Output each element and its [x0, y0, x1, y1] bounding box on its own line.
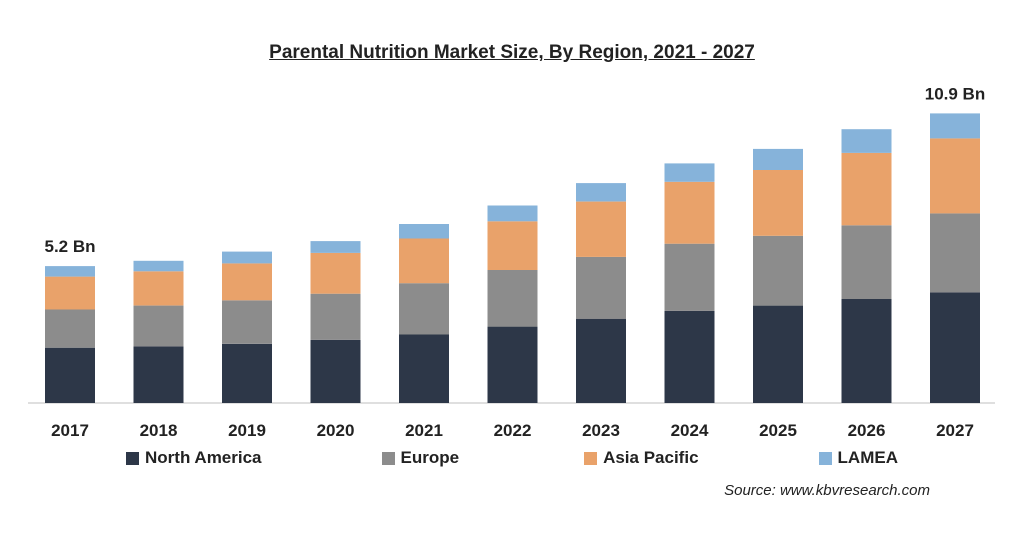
bar-segment-lamea-2025 — [753, 148, 803, 170]
bar-segment-north-america-2022 — [487, 326, 538, 403]
bar-segment-asia-pacific-2020 — [310, 252, 361, 294]
legend-label: Asia Pacific — [603, 448, 699, 467]
bar-segment-north-america-2020 — [310, 339, 361, 403]
bar-segment-asia-pacific-2027 — [930, 138, 980, 214]
chart-legend: North America Europe Asia Pacific LAMEA — [0, 448, 1024, 468]
bar-segment-north-america-2026 — [841, 299, 892, 403]
x-tick-label-2020: 2020 — [317, 421, 355, 440]
chart-title: Parental Nutrition Market Size, By Regio… — [269, 42, 755, 63]
bar-segment-north-america-2017 — [45, 347, 95, 403]
bar-segment-europe-2025 — [753, 235, 803, 306]
bar-segment-north-america-2025 — [753, 305, 803, 403]
total-annotation-2027: 10.9 Bn — [925, 84, 985, 103]
bar-segment-europe-2017 — [45, 309, 95, 348]
legend-label: LAMEA — [837, 448, 898, 467]
bar-segment-lamea-2024 — [664, 163, 715, 182]
bar-segment-asia-pacific-2023 — [576, 201, 626, 257]
bar-segment-north-america-2023 — [576, 318, 626, 403]
bar-segment-europe-2020 — [310, 293, 361, 340]
legend-item-lamea: LAMEA — [818, 448, 898, 468]
bar-segment-north-america-2021 — [399, 334, 449, 403]
bar-segment-asia-pacific-2025 — [753, 170, 803, 236]
legend-item-north-america: North America — [126, 448, 262, 468]
x-tick-label-2018: 2018 — [140, 421, 178, 440]
x-tick-label-2024: 2024 — [671, 421, 709, 440]
bar-segment-asia-pacific-2018 — [133, 271, 184, 306]
total-annotation-2017: 5.2 Bn — [44, 237, 95, 256]
bar-segment-asia-pacific-2021 — [399, 238, 449, 284]
bar-segment-europe-2024 — [664, 243, 715, 311]
bar-segment-europe-2021 — [399, 283, 449, 335]
bar-segment-lamea-2019 — [222, 251, 272, 264]
bar-segment-lamea-2017 — [45, 266, 95, 277]
bar-segment-lamea-2021 — [399, 224, 449, 239]
x-tick-label-2027: 2027 — [936, 421, 974, 440]
bar-segment-europe-2026 — [841, 225, 892, 299]
bar-segment-north-america-2018 — [133, 346, 184, 403]
x-tick-label-2023: 2023 — [582, 421, 620, 440]
legend-swatch — [381, 451, 395, 465]
bar-segment-lamea-2027 — [930, 113, 980, 139]
bar-segment-lamea-2022 — [487, 205, 538, 222]
bar-segment-asia-pacific-2017 — [45, 276, 95, 310]
bar-segment-north-america-2019 — [222, 343, 272, 403]
x-tick-label-2022: 2022 — [494, 421, 532, 440]
legend-swatch — [818, 451, 832, 465]
legend-item-asia-pacific: Asia Pacific — [584, 448, 699, 468]
legend-swatch — [126, 451, 139, 465]
bar-segment-asia-pacific-2024 — [664, 181, 715, 244]
x-tick-label-2019: 2019 — [228, 421, 266, 440]
legend-item-europe: Europe — [381, 448, 460, 468]
legend-label: Europe — [400, 448, 460, 467]
bar-segment-north-america-2027 — [930, 292, 980, 403]
bar-segment-lamea-2018 — [133, 260, 184, 272]
x-tick-label-2021: 2021 — [405, 421, 443, 440]
bar-segment-lamea-2023 — [576, 183, 626, 202]
bar-segment-europe-2019 — [222, 300, 272, 344]
source-note: Source: www.kbvresearch.com — [724, 482, 930, 499]
bar-segment-europe-2027 — [930, 213, 980, 293]
x-tick-label-2026: 2026 — [848, 421, 886, 440]
bar-segment-europe-2018 — [133, 305, 184, 347]
legend-swatch — [584, 451, 598, 465]
stacked-bar-chart: 2017 5.2 Bn 2018 2019 2020 2021 2022 2023 2024 20… — [28, 84, 995, 440]
bar-segment-asia-pacific-2019 — [222, 263, 272, 301]
bar-segment-north-america-2024 — [664, 310, 715, 403]
bar-segment-europe-2022 — [487, 270, 538, 327]
bar-segment-asia-pacific-2026 — [841, 152, 892, 226]
bar-segment-lamea-2026 — [841, 129, 892, 153]
bar-segment-europe-2023 — [576, 256, 626, 319]
bar-segment-lamea-2020 — [310, 241, 361, 253]
x-tick-label-2025: 2025 — [759, 421, 797, 440]
legend-label: North America — [145, 448, 262, 467]
x-tick-label-2017: 2017 — [51, 421, 89, 440]
bar-segment-asia-pacific-2022 — [487, 221, 538, 270]
